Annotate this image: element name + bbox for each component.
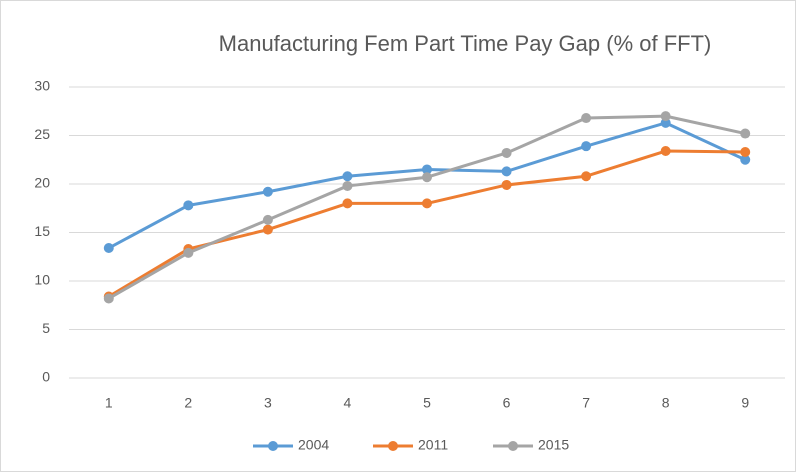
y-tick-label: 10 [34, 272, 50, 288]
point-marker [103, 293, 114, 304]
point-marker [262, 224, 273, 235]
point-marker [660, 146, 671, 157]
legend-label: 2015 [538, 437, 569, 453]
point-marker [660, 111, 671, 122]
point-marker [262, 186, 273, 197]
point-marker [740, 146, 751, 157]
x-tick-label: 6 [503, 395, 511, 411]
point-marker [501, 179, 512, 190]
point-marker [422, 164, 432, 175]
legend-marker [508, 441, 518, 451]
x-tick-label: 7 [582, 395, 590, 411]
y-tick-label: 0 [42, 369, 50, 385]
y-tick-label: 5 [42, 320, 50, 336]
point-marker [501, 147, 512, 158]
x-tick-label: 8 [662, 395, 670, 411]
point-marker [183, 247, 194, 258]
y-tick-label: 30 [34, 78, 50, 94]
point-marker [501, 166, 512, 177]
y-tick-label: 15 [34, 223, 50, 239]
point-marker [342, 171, 353, 182]
legend-label: 2004 [298, 437, 329, 453]
x-tick-label: 1 [105, 395, 113, 411]
x-tick-label: 4 [344, 395, 352, 411]
x-tick-label: 5 [423, 395, 431, 411]
point-marker [581, 171, 592, 182]
y-tick-label: 25 [34, 126, 50, 142]
x-tick-label: 3 [264, 395, 272, 411]
point-marker [342, 198, 353, 209]
point-marker [183, 200, 194, 211]
legend-label: 2011 [418, 437, 448, 453]
y-tick-label: 20 [34, 175, 50, 191]
point-marker [581, 113, 592, 124]
legend-marker [268, 441, 278, 451]
point-marker [103, 243, 114, 254]
x-tick-label: 2 [184, 395, 192, 411]
point-marker [740, 154, 751, 165]
x-tick-label: 9 [741, 395, 749, 411]
point-marker [422, 198, 432, 209]
point-marker [342, 180, 353, 191]
chart-title: Manufacturing Fem Part Time Pay Gap (% o… [219, 31, 712, 56]
point-marker [581, 141, 592, 152]
point-marker [422, 172, 432, 183]
point-marker [740, 128, 751, 139]
point-marker [262, 214, 273, 225]
legend-marker [388, 441, 398, 451]
